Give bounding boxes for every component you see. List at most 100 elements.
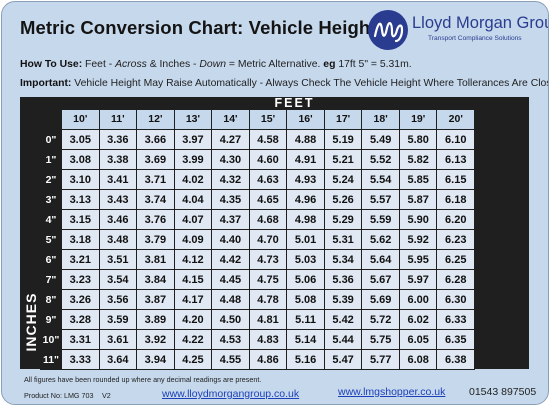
metric-value-cell: 4.42 <box>211 249 250 270</box>
metric-value-cell: 4.65 <box>248 189 288 210</box>
metric-value-cell: 3.18 <box>61 229 100 250</box>
metric-value-cell: 4.55 <box>211 349 250 370</box>
how-to-use-label: How To Use: <box>20 59 83 70</box>
lmg-logo-icon <box>368 10 408 50</box>
metric-value-cell: 4.93 <box>286 169 325 190</box>
conversion-table-frame: FEET INCHES 10' 11' 12' 13' 14' 15' 16' 17' 18' 1… <box>20 97 529 370</box>
metric-value-cell: 5.11 <box>286 309 325 330</box>
metric-value-cell: 6.15 <box>436 169 476 190</box>
metric-value-cell: 6.18 <box>436 189 476 210</box>
metric-value-cell: 4.32 <box>211 169 250 190</box>
rounding-footnote: All figures have been rounded up where a… <box>24 375 262 384</box>
metric-value-cell: 4.53 <box>211 329 250 350</box>
metric-value-cell: 6.20 <box>436 209 476 230</box>
metric-value-cell: 4.45 <box>211 269 250 290</box>
metric-value-cell: 3.66 <box>136 129 175 150</box>
metric-value-cell: 4.02 <box>173 169 213 190</box>
inches-axis-text: INCHES <box>22 292 39 352</box>
metric-value-cell: 3.97 <box>173 129 213 150</box>
metric-value-cell: 5.16 <box>286 349 325 370</box>
brand-name: Lloyd Morgan Group <box>412 14 549 32</box>
table-row: 9" 3.28 3.59 3.89 4.20 4.50 4.81 5.11 5.42 5.72 6.… <box>40 309 476 330</box>
metric-value-cell: 4.60 <box>248 149 288 170</box>
metric-value-cell: 5.77 <box>361 349 400 370</box>
metric-value-cell: 5.24 <box>323 169 363 190</box>
inches-axis-label: INCHES <box>21 277 40 367</box>
feet-column-header: 18' <box>361 109 400 130</box>
metric-value-cell: 3.81 <box>136 249 175 270</box>
metric-value-cell: 3.43 <box>98 189 138 210</box>
brand-tagline: Transport Compliance Solutions <box>428 35 522 42</box>
website-link[interactable]: www.lloydmorgangroup.co.uk <box>162 388 300 400</box>
metric-value-cell: 3.08 <box>61 149 100 170</box>
metric-value-cell: 5.59 <box>361 209 400 230</box>
metric-value-cell: 4.37 <box>211 209 250 230</box>
metric-value-cell: 4.22 <box>173 329 213 350</box>
important-text: Vehicle Height May Raise Automatically -… <box>71 78 549 89</box>
metric-value-cell: 4.50 <box>211 309 250 330</box>
inch-row-header: 2" <box>40 169 62 190</box>
metric-value-cell: 4.25 <box>173 349 213 370</box>
metric-value-cell: 5.36 <box>323 269 363 290</box>
metric-value-cell: 5.06 <box>286 269 325 290</box>
metric-value-cell: 4.35 <box>211 189 250 210</box>
metric-value-cell: 5.49 <box>361 129 400 150</box>
how-to-use-line: How To Use: Feet - Across & Inches - Dow… <box>20 59 412 70</box>
metric-value-cell: 5.95 <box>398 249 438 270</box>
metric-value-cell: 4.58 <box>248 129 288 150</box>
metric-value-cell: 4.30 <box>211 149 250 170</box>
shop-link[interactable]: www.lmgshopper.co.uk <box>338 386 446 398</box>
metric-value-cell: 3.31 <box>61 329 100 350</box>
metric-value-cell: 5.92 <box>398 229 438 250</box>
feet-column-header: 17' <box>323 109 363 130</box>
metric-value-cell: 6.35 <box>436 329 476 350</box>
metric-value-cell: 3.99 <box>173 149 213 170</box>
metric-value-cell: 5.57 <box>361 189 400 210</box>
metric-value-cell: 5.42 <box>323 309 363 330</box>
inch-row-header: 10" <box>40 329 62 350</box>
metric-value-cell: 5.29 <box>323 209 363 230</box>
table-row: 4" 3.15 3.46 3.76 4.07 4.37 4.68 4.98 5.29 5.59 5.… <box>40 209 476 230</box>
metric-value-cell: 3.26 <box>61 289 100 310</box>
metric-value-cell: 5.44 <box>323 329 363 350</box>
metric-value-cell: 3.21 <box>61 249 100 270</box>
metric-value-cell: 3.23 <box>61 269 100 290</box>
metric-value-cell: 4.12 <box>173 249 213 270</box>
how-down: Down <box>199 59 226 70</box>
metric-value-cell: 4.91 <box>286 149 325 170</box>
metric-value-cell: 5.69 <box>361 289 400 310</box>
metric-value-cell: 4.63 <box>248 169 288 190</box>
metric-value-cell: 3.71 <box>136 169 175 190</box>
feet-column-header: 12' <box>136 109 175 130</box>
metric-value-cell: 4.98 <box>286 209 325 230</box>
version-label: V2 <box>102 391 111 400</box>
feet-column-header: 10' <box>61 109 100 130</box>
metric-value-cell: 3.33 <box>61 349 100 370</box>
metric-value-cell: 3.28 <box>61 309 100 330</box>
metric-value-cell: 5.90 <box>398 209 438 230</box>
product-number: Product No: LMG 703 <box>24 391 94 400</box>
feet-column-header: 19' <box>398 109 438 130</box>
metric-value-cell: 5.75 <box>361 329 400 350</box>
how-text-3: = Metric Alternative. <box>225 59 324 70</box>
metric-value-cell: 3.61 <box>98 329 138 350</box>
inch-row-header: 8" <box>40 289 62 310</box>
table-corner <box>40 109 62 130</box>
metric-value-cell: 4.70 <box>248 229 288 250</box>
brand-logo[interactable]: Lloyd Morgan Group Transport Compliance … <box>366 8 549 52</box>
metric-value-cell: 5.64 <box>361 249 400 270</box>
metric-value-cell: 3.69 <box>136 149 175 170</box>
feet-column-header: 15' <box>248 109 288 130</box>
metric-value-cell: 4.15 <box>173 269 213 290</box>
metric-value-cell: 5.31 <box>323 229 363 250</box>
metric-value-cell: 5.87 <box>398 189 438 210</box>
inch-row-header: 1" <box>40 149 62 170</box>
table-row: 11" 3.33 3.64 3.94 4.25 4.55 4.86 5.16 5.47 5.77 6… <box>40 349 476 370</box>
metric-value-cell: 3.74 <box>136 189 175 210</box>
metric-value-cell: 5.26 <box>323 189 363 210</box>
metric-value-cell: 5.08 <box>286 289 325 310</box>
table-row: 8" 3.26 3.56 3.87 4.17 4.48 4.78 5.08 5.39 5.69 6.… <box>40 289 476 310</box>
metric-value-cell: 3.41 <box>98 169 138 190</box>
metric-value-cell: 5.85 <box>398 169 438 190</box>
metric-value-cell: 6.38 <box>436 349 476 370</box>
